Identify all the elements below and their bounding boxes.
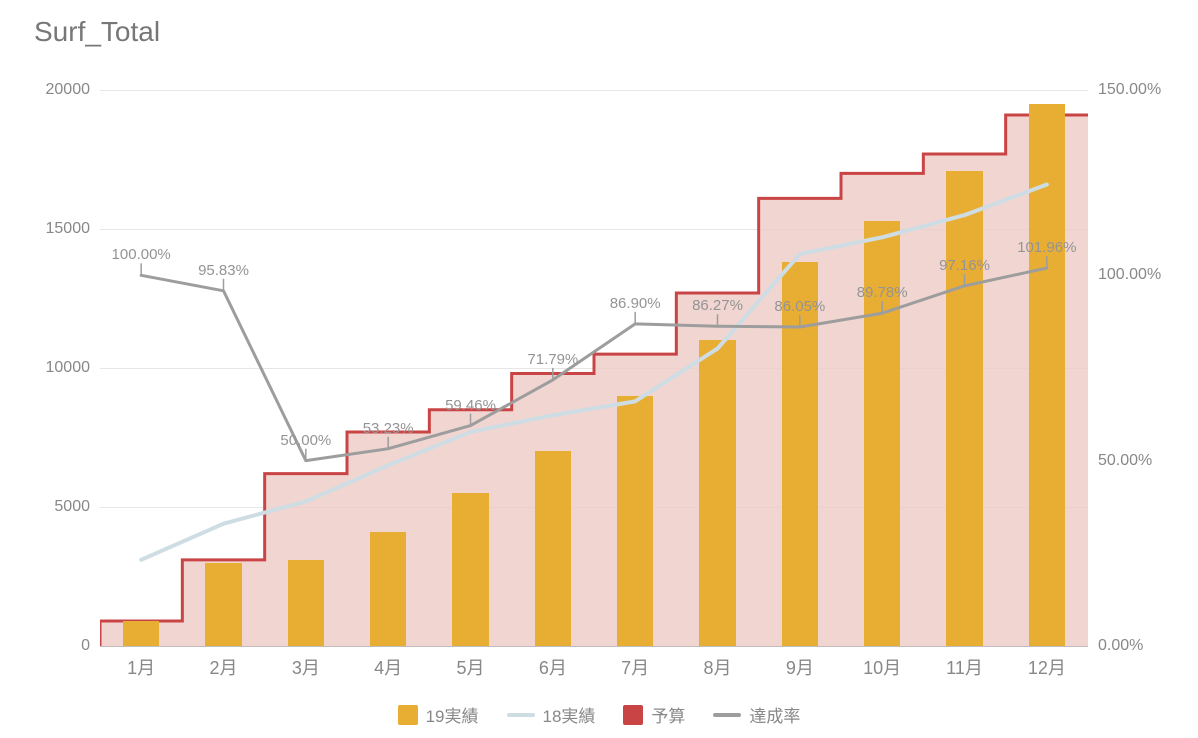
baseline [100,646,1088,647]
x-axis-tick: 10月 [863,654,901,680]
bar [864,221,900,646]
bar [699,340,735,646]
gridline [100,507,1088,508]
bar [535,451,571,646]
rate-data-label: 95.83% [198,262,249,279]
gridline [100,229,1088,230]
y-axis-right-tick: 0.00% [1098,637,1143,655]
legend-item: 達成率 [713,702,800,727]
x-axis-tick: 11月 [946,654,983,680]
chart-title: Surf_Total [34,16,160,48]
legend-item: 19実績 [398,702,479,727]
rate-data-label: 100.00% [112,246,171,263]
x-axis-tick: 7月 [621,654,649,680]
bar [452,493,488,646]
rate-data-label: 86.90% [610,295,661,312]
x-axis-tick: 9月 [786,654,814,680]
legend-swatch [398,705,418,725]
bar [1029,104,1065,646]
legend-item: 予算 [623,702,685,727]
bar [617,396,653,646]
x-axis-tick: 5月 [456,654,484,680]
achievement-rate-line [141,268,1047,461]
rate-data-label: 86.27% [692,297,743,314]
legend: 19実績 18実績 予算 達成率 [0,702,1198,727]
bar [782,262,818,646]
x-axis-tick: 1月 [127,654,155,680]
legend-label: 19実績 [426,702,479,727]
y-axis-left-tick: 5000 [54,498,90,516]
y-axis-right-tick: 100.00% [1098,266,1161,284]
plot-area: 050001000015000200000.00%50.00%100.00%15… [100,90,1088,646]
legend-swatch [713,713,741,717]
y-axis-left-tick: 15000 [46,220,91,238]
legend-label: 達成率 [749,702,800,727]
gridline [100,90,1088,91]
budget-step-line [100,115,1088,646]
bar [370,532,406,646]
rate-data-label: 59.46% [445,397,496,414]
x-axis-tick: 6月 [539,654,567,680]
rate-data-label: 50.00% [280,432,331,449]
gridline [100,368,1088,369]
prev-year-line [141,185,1047,560]
y-axis-right-tick: 150.00% [1098,81,1161,99]
legend-item: 18実績 [507,702,596,727]
bar [288,560,324,646]
bar [205,563,241,646]
y-axis-left-tick: 0 [81,637,90,655]
rate-data-label: 71.79% [527,351,578,368]
y-axis-left-tick: 10000 [46,359,91,377]
x-axis-tick: 3月 [292,654,320,680]
y-axis-right-tick: 50.00% [1098,452,1152,470]
legend-swatch [623,705,643,725]
x-axis-tick: 8月 [703,654,731,680]
rate-data-label: 53.23% [363,420,414,437]
budget-area [100,115,1088,646]
legend-swatch [507,713,535,717]
bar [123,621,159,646]
chart-container: Surf_Total 0 5000 10000 15000 20000 0.00% 50.0… [0,0,1198,738]
legend-label: 予算 [651,702,685,727]
x-axis-tick: 4月 [374,654,402,680]
x-axis-tick: 2月 [209,654,237,680]
legend-label: 18実績 [543,702,596,727]
x-axis-tick: 12月 [1028,654,1066,680]
y-axis-left-tick: 20000 [46,81,91,99]
bar [946,171,982,646]
